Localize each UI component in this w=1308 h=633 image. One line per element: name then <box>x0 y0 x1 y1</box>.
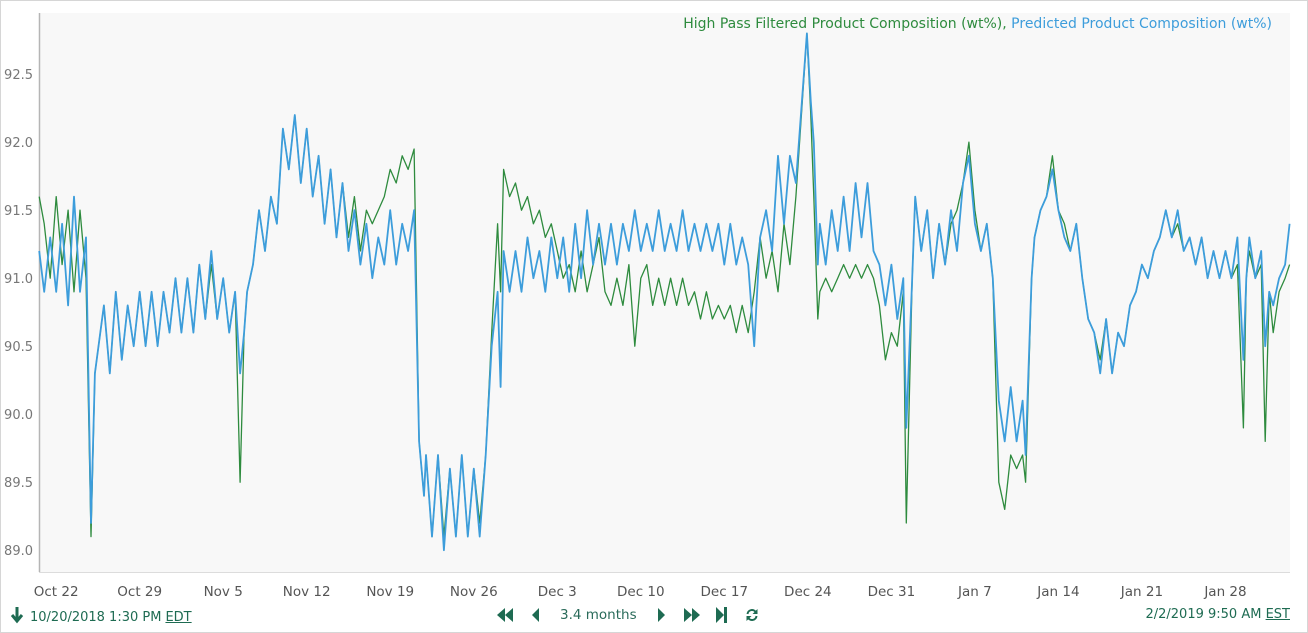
time-range-footer: 10/20/2018 1:30 PM EDT 3.4 months 2/2/20… <box>0 603 1308 629</box>
range-duration[interactable]: 3.4 months <box>560 607 637 623</box>
x-tick-label: Dec 24 <box>784 584 832 600</box>
y-tick-label: 92.5 <box>4 68 33 83</box>
y-tick-label: 89.0 <box>4 544 33 559</box>
step-forward-icon[interactable] <box>647 604 677 626</box>
x-tick-label: Oct 29 <box>117 584 162 600</box>
y-tick-label: 92.0 <box>4 136 33 151</box>
y-tick-label: 90.5 <box>4 340 33 355</box>
legend-series-predicted[interactable]: Predicted Product Composition (wt%) <box>1011 16 1272 32</box>
start-date[interactable]: 10/20/2018 1:30 PM <box>30 609 162 625</box>
legend: High Pass Filtered Product Composition (… <box>683 16 1272 32</box>
line-chart: 89.0 89.5 90.0 90.5 91.0 91.5 92.0 92.5 Oct 22 O… <box>4 13 1291 600</box>
y-tick-label: 91.0 <box>4 272 33 287</box>
x-tick-label: Dec 10 <box>617 584 665 600</box>
x-tick-label: Jan 14 <box>1036 584 1079 600</box>
time-navigation: 3.4 months <box>490 604 767 626</box>
step-backward-icon[interactable] <box>520 604 550 626</box>
x-tick-label: Jan 28 <box>1203 584 1246 600</box>
legend-series-high-pass[interactable]: High Pass Filtered Product Composition (… <box>683 16 1003 32</box>
fast-forward-icon[interactable] <box>677 604 707 626</box>
x-tick-label: Nov 12 <box>283 584 331 600</box>
x-tick-label: Dec 31 <box>868 584 916 600</box>
end-timezone[interactable]: EST <box>1265 607 1290 622</box>
refresh-icon[interactable] <box>737 604 767 626</box>
x-tick-label: Jan 21 <box>1120 584 1163 600</box>
x-tick-label: Jan 7 <box>957 584 992 600</box>
x-tick-label: Oct 22 <box>34 584 79 600</box>
x-tick-label: Dec 17 <box>701 584 749 600</box>
y-tick-label: 89.5 <box>4 476 33 491</box>
start-timezone[interactable]: EDT <box>165 609 192 625</box>
arrow-down-icon[interactable] <box>10 606 24 628</box>
y-tick-label: 91.5 <box>4 204 33 219</box>
y-tick-label: 90.0 <box>4 408 33 423</box>
plot-area <box>39 13 1290 572</box>
skip-to-end-icon[interactable] <box>707 604 737 626</box>
end-date[interactable]: 2/2/2019 9:50 AM <box>1145 607 1262 622</box>
series-line-predicted <box>38 32 1291 552</box>
x-tick-label: Nov 5 <box>204 584 243 600</box>
fast-backward-icon[interactable] <box>490 604 520 626</box>
x-tick-label: Dec 3 <box>538 584 577 600</box>
x-tick-label: Nov 26 <box>450 584 498 600</box>
x-tick-label: Nov 19 <box>366 584 414 600</box>
legend-separator: , <box>1002 16 1012 32</box>
